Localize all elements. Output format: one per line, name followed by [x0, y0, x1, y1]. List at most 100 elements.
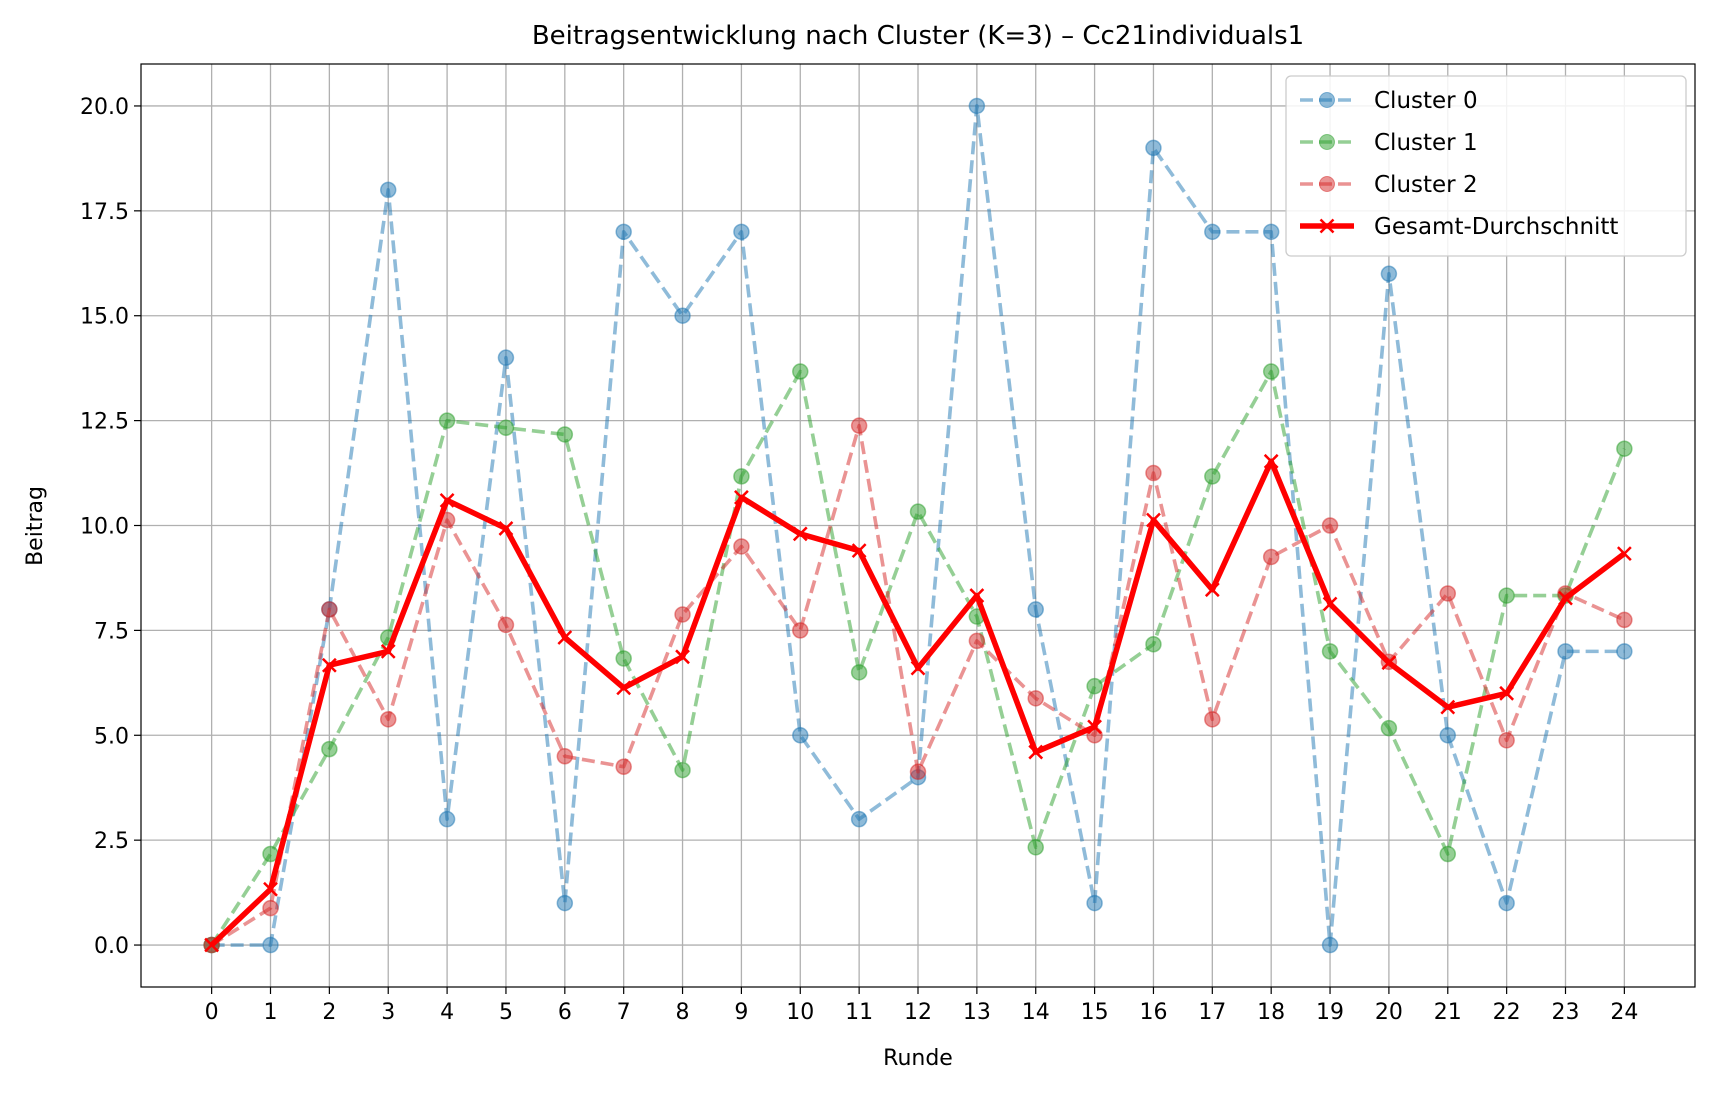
data-point: [1380, 265, 1398, 283]
data-point: [1145, 635, 1162, 653]
data-point: [1145, 464, 1162, 482]
data-point: [1086, 894, 1103, 912]
data-point: [556, 426, 574, 443]
data-point-x-marker: [1204, 582, 1220, 598]
y-tick-label: 12.5: [80, 410, 129, 435]
data-point: [792, 727, 809, 744]
y-tick-label: 5.0: [94, 724, 129, 749]
data-point: [379, 711, 397, 728]
data-point-x-marker: [321, 657, 337, 673]
data-point-x-marker: [734, 490, 749, 505]
legend-marker: [1319, 176, 1335, 192]
chart-title: Beitragsentwicklung nach Cluster (K=3) –…: [532, 21, 1304, 51]
data-point: [1204, 711, 1221, 728]
data-point: [1262, 223, 1280, 241]
data-point: [262, 899, 279, 917]
data-point: [1145, 139, 1162, 157]
data-point-x-marker: [1087, 719, 1102, 735]
data-point: [792, 622, 809, 639]
data-point: [850, 810, 868, 828]
x-tick-label: 21: [1434, 1000, 1462, 1025]
x-tick-label: 1: [264, 1000, 278, 1025]
data-point: [1380, 719, 1398, 737]
data-point: [968, 632, 986, 650]
data-point: [497, 349, 515, 366]
data-point: [1321, 936, 1339, 954]
data-point-x-marker: [204, 937, 220, 953]
x-tick-label: 20: [1375, 1000, 1403, 1025]
data-point-x-marker: [1499, 685, 1515, 701]
data-point: [733, 538, 750, 555]
y-tick-label: 0.0: [94, 934, 129, 959]
data-point: [1086, 677, 1103, 695]
legend-marker: [1319, 134, 1335, 150]
data-point-x-marker: [1028, 744, 1044, 760]
data-point: [1498, 587, 1515, 604]
legend-item: Cluster 1: [1300, 130, 1478, 156]
data-point: [556, 748, 574, 765]
data-point-x-marker: [1322, 596, 1338, 612]
data-point: [674, 606, 691, 623]
legend-label: Gesamt-Durchschnitt: [1374, 214, 1618, 240]
data-point: [792, 363, 809, 380]
data-point: [1321, 643, 1339, 660]
x-tick-label: 12: [904, 1000, 932, 1025]
x-tick-label: 19: [1316, 1000, 1344, 1025]
data-point: [1027, 839, 1044, 856]
data-point-x-marker: [1381, 655, 1397, 671]
legend-marker: [1319, 92, 1335, 108]
data-point: [379, 181, 397, 199]
data-point-x-marker: [1146, 512, 1161, 528]
data-point: [674, 761, 691, 779]
x-tick-label: 10: [786, 1000, 814, 1025]
axis-ticks: 0 1 2 3 4 5 6 7 8 9 10 11 12 13 14 15 16 17 18 19 20 21 22 23 24…: [80, 95, 1638, 1025]
data-point: [321, 601, 338, 618]
x-tick-label: 13: [963, 1000, 991, 1025]
data-point: [615, 223, 632, 241]
x-tick-label: 16: [1139, 1000, 1167, 1025]
data-point: [850, 664, 868, 681]
data-point: [1204, 223, 1221, 241]
data-point: [1027, 690, 1044, 707]
data-point: [1439, 727, 1457, 744]
data-point-x-marker: [1263, 453, 1279, 469]
data-point-x-marker: [439, 492, 455, 508]
x-tick-label: 3: [381, 1000, 395, 1025]
data-point: [1498, 894, 1515, 912]
legend-label: Cluster 2: [1374, 172, 1478, 198]
grid-lines: [141, 64, 1695, 987]
data-point: [1616, 611, 1633, 629]
x-tick-label: 9: [734, 1000, 748, 1025]
data-point: [850, 417, 868, 434]
data-point: [615, 758, 632, 775]
data-point-x-marker: [792, 526, 808, 542]
data-point: [1498, 732, 1515, 749]
data-point: [262, 936, 279, 954]
x-tick-label: 11: [845, 1000, 873, 1025]
legend-box: [1285, 75, 1687, 257]
y-tick-label: 17.5: [80, 200, 129, 225]
data-point: [1439, 585, 1457, 602]
data-point: [1557, 643, 1574, 660]
data-point: [321, 740, 338, 758]
data-point: [674, 307, 691, 324]
data-point-x-marker: [1440, 699, 1456, 715]
data-point: [1204, 468, 1221, 485]
x-tick-label: 24: [1610, 1000, 1638, 1025]
x-tick-label: 5: [499, 1000, 513, 1025]
legend-item: Cluster 2: [1300, 172, 1478, 198]
legend: Cluster 0 Cluster 1 Cluster 2 Gesamt-Durchs…: [1285, 75, 1687, 257]
series-layer: [203, 97, 1633, 954]
x-tick-label: 18: [1257, 1000, 1285, 1025]
x-tick-label: 23: [1552, 1000, 1580, 1025]
x-tick-label: 0: [205, 1000, 219, 1025]
x-tick-label: 22: [1493, 1000, 1521, 1025]
data-point: [733, 468, 750, 485]
x-tick-label: 6: [558, 1000, 572, 1025]
x-tick-label: 2: [322, 1000, 336, 1025]
legend-label: Cluster 1: [1374, 130, 1478, 156]
data-point: [615, 650, 632, 667]
data-point: [1616, 643, 1633, 660]
data-point: [1439, 845, 1457, 863]
series-gesamt-durchschnitt: [204, 453, 1632, 953]
